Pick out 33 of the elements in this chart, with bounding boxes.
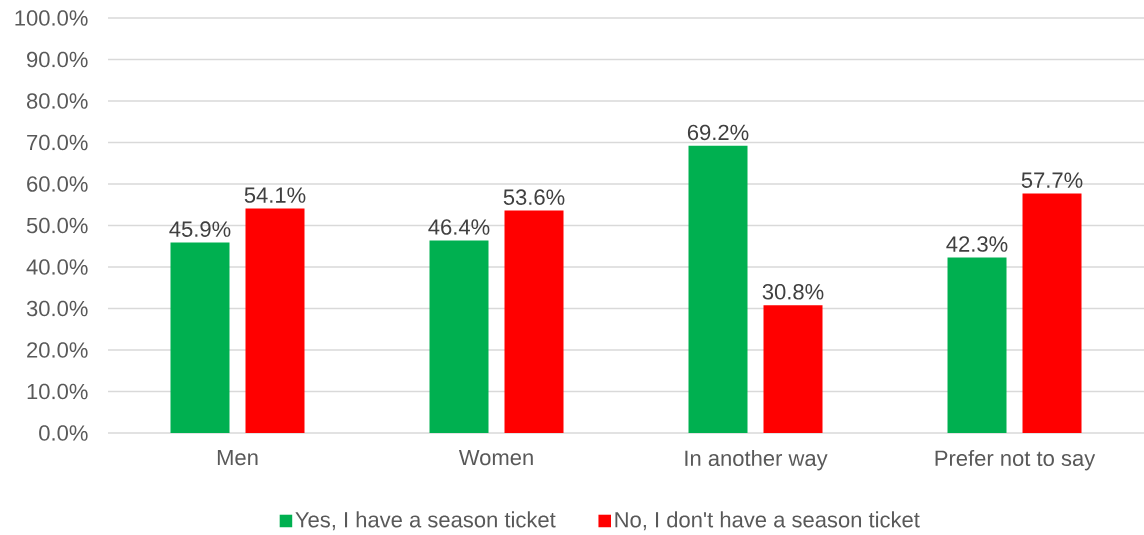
bar xyxy=(763,305,823,433)
x-tick-label: Prefer not to say xyxy=(935,449,1096,471)
bar xyxy=(504,210,564,433)
bar xyxy=(947,257,1007,433)
data-label: 46.4% xyxy=(428,219,490,235)
data-label: 42.3% xyxy=(946,236,1008,252)
data-label: 30.8% xyxy=(762,283,824,300)
bar xyxy=(1022,193,1082,433)
y-tick-label: 80.0% xyxy=(26,93,88,109)
data-label: 53.6% xyxy=(503,189,565,205)
bar xyxy=(429,240,489,433)
y-tick-label: 10.0% xyxy=(27,383,88,400)
legend-label: Yes, I have a season ticket xyxy=(295,511,556,531)
x-tick-label: Women xyxy=(458,449,533,466)
bar xyxy=(688,145,748,433)
legend-label: No, I don't have a season ticket xyxy=(615,511,920,531)
y-tick-label: 60.0% xyxy=(27,176,88,192)
bar xyxy=(245,208,305,433)
y-tick-label: 20.0% xyxy=(27,342,88,358)
y-tick-label: 70.0% xyxy=(27,134,88,151)
y-tick-label: 0.0% xyxy=(39,425,88,441)
data-label: 45.9% xyxy=(169,221,231,237)
x-tick-label: Men xyxy=(217,449,258,466)
y-tick-label: 100.0% xyxy=(15,10,88,26)
data-label: 57.7% xyxy=(1021,172,1083,188)
bar xyxy=(170,242,230,433)
y-tick-label: 30.0% xyxy=(26,300,88,317)
data-label: 69.2% xyxy=(687,124,749,141)
data-label: 54.1% xyxy=(244,187,306,203)
x-tick-label: In another way xyxy=(685,449,828,471)
y-tick-label: 40.0% xyxy=(26,259,88,275)
y-tick-label: 50.0% xyxy=(26,217,88,234)
y-tick-label: 90.0% xyxy=(27,51,88,68)
